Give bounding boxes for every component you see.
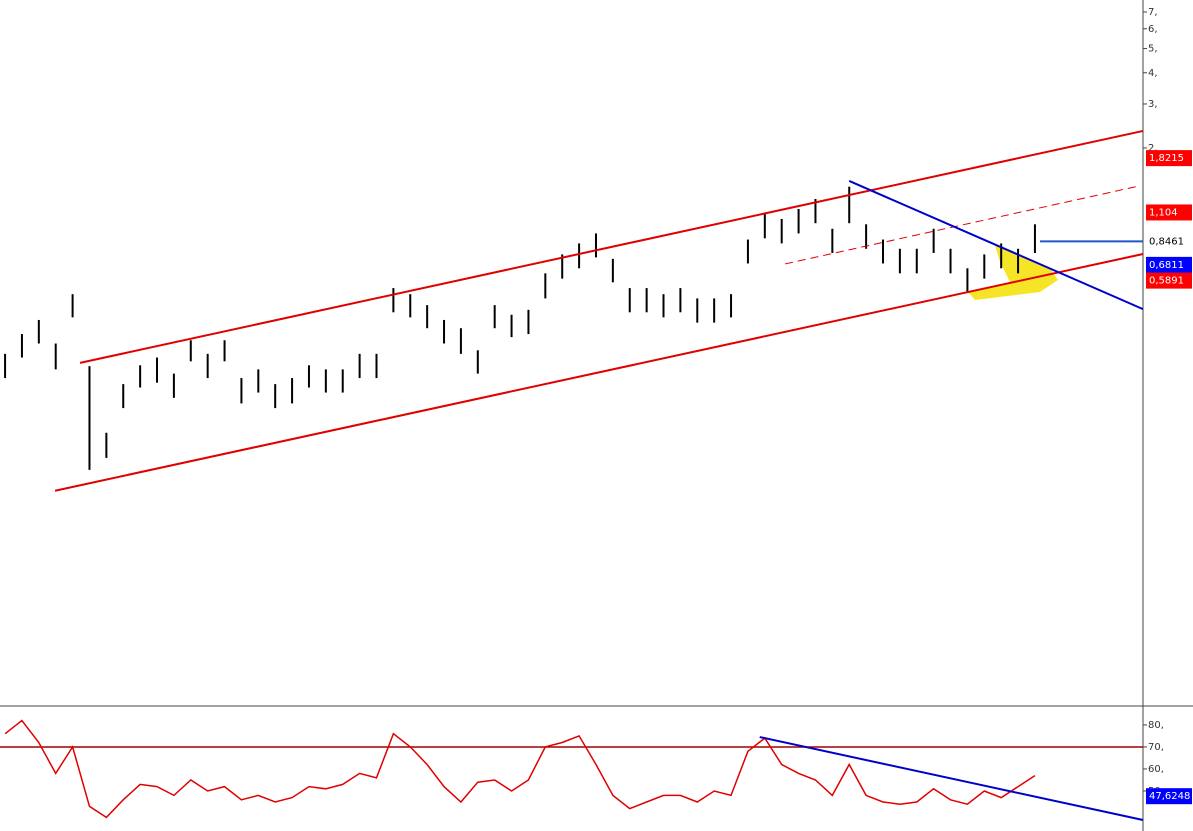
price-label: 47,6248 bbox=[1149, 791, 1190, 802]
price-label-box bbox=[1146, 788, 1192, 805]
price-label: 1,104 bbox=[1149, 207, 1178, 218]
y-tick-label: 3, bbox=[1148, 99, 1158, 110]
trendline bbox=[79, 129, 1144, 364]
y-tick-label: 6, bbox=[1148, 24, 1158, 35]
price-label: 0,5891 bbox=[1149, 276, 1184, 287]
price-label-box bbox=[1146, 233, 1192, 250]
y-tick-label: 7, bbox=[1148, 7, 1158, 18]
indicator-line bbox=[4, 719, 1036, 819]
trendline bbox=[759, 736, 1144, 821]
y-tick-label: 70, bbox=[1148, 742, 1164, 753]
trendline bbox=[784, 185, 1140, 265]
trendline bbox=[54, 253, 1144, 492]
y-tick-label: 5, bbox=[1148, 44, 1158, 55]
price-label: 0,8461 bbox=[1149, 236, 1184, 247]
highlight bbox=[968, 245, 1058, 300]
price-label-box bbox=[1146, 272, 1192, 289]
price-label-box bbox=[1146, 150, 1192, 167]
y-tick-label: 80, bbox=[1148, 720, 1164, 731]
price-label-box bbox=[1146, 204, 1192, 221]
trendline bbox=[848, 180, 1144, 311]
price-label: 1,8215 bbox=[1149, 153, 1184, 164]
y-tick-label: 60, bbox=[1148, 764, 1164, 775]
y-tick-label: 2, bbox=[1148, 143, 1158, 154]
y-tick-label: 4, bbox=[1148, 68, 1158, 79]
price-label: 0,6811 bbox=[1149, 260, 1184, 271]
price-label-box bbox=[1146, 256, 1192, 273]
